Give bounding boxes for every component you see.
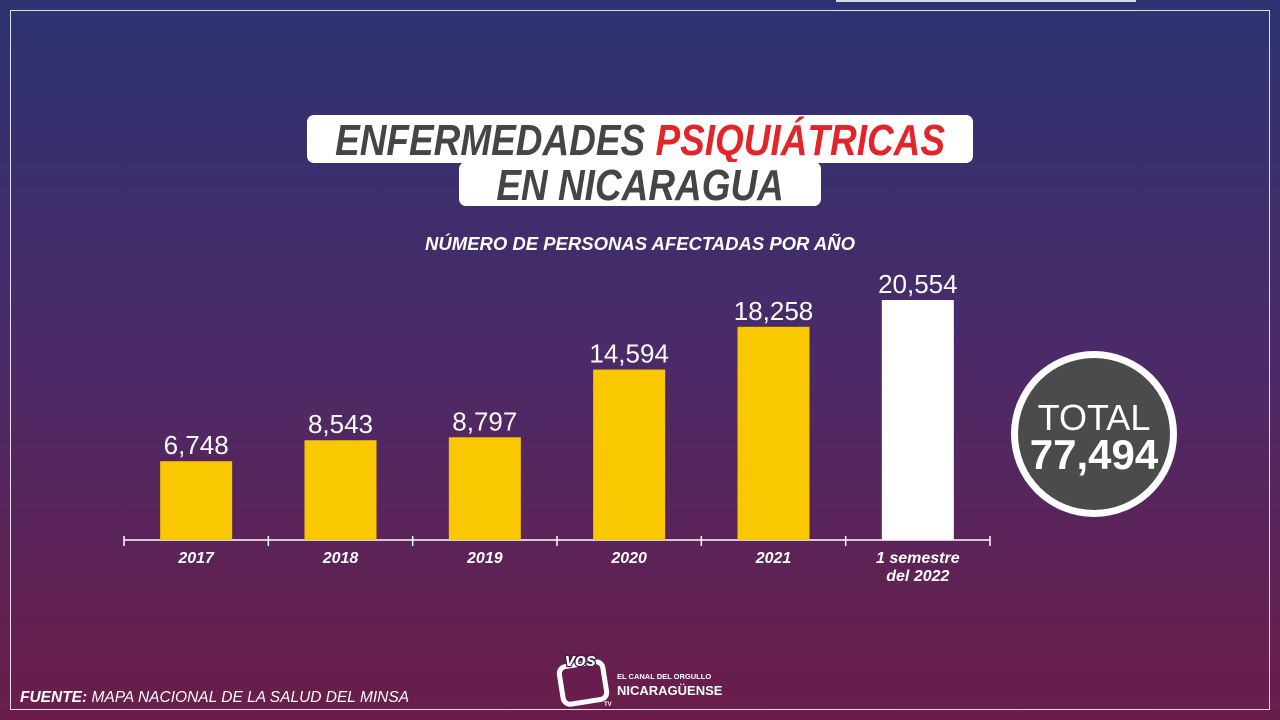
top-edge-strip	[836, 0, 1136, 2]
bar-2018	[304, 440, 377, 540]
source-label: FUENTE:	[20, 689, 88, 706]
total-badge: TOTAL 77,494	[1011, 351, 1177, 517]
title-box-line-1: ENFERMEDADES PSIQUIÁTRICAS	[307, 115, 973, 163]
category-label-2018: 2018	[322, 550, 359, 567]
value-label-2021: 18,258	[734, 296, 814, 326]
value-label-1-semestre-del-2022: 20,554	[878, 269, 958, 299]
value-label-2018: 8,543	[308, 409, 373, 439]
category-label-2017: 2017	[177, 550, 215, 567]
bar-2019	[448, 437, 521, 540]
page-frame	[10, 10, 1270, 710]
title-word-enfermedades: ENFERMEDADES	[335, 115, 646, 165]
bar-1-semestre-del-2022	[881, 300, 954, 540]
category-label-2021: 2021	[755, 550, 792, 567]
bar-2017	[160, 461, 233, 540]
logo-mark-text: vos	[565, 650, 596, 670]
source-note: FUENTE: MAPA NACIONAL DE LA SALUD DEL MI…	[20, 689, 409, 707]
title-box-line-2: EN NICARAGUA	[459, 160, 821, 210]
title-line-2: EN NICARAGUA	[496, 160, 784, 210]
value-label-2020: 14,594	[589, 339, 669, 369]
logo-tv-text: TV	[604, 702, 612, 708]
total-label: TOTAL	[1037, 397, 1151, 438]
tv-frame-icon	[556, 659, 610, 707]
vos-tv-logo-icon: vos TV	[556, 649, 612, 708]
title-line-1: ENFERMEDADES PSIQUIÁTRICAS	[335, 115, 945, 165]
logo-tagline-bottom: NICARAGÜENSE	[617, 683, 723, 698]
chart-subtitle: NÚMERO DE PERSONAS AFECTADAS POR AÑO	[425, 233, 855, 254]
source-text: MAPA NACIONAL DE LA SALUD DEL MINSA	[91, 689, 410, 706]
value-label-2019: 8,797	[452, 406, 517, 436]
total-value: 77,494	[1029, 431, 1159, 478]
logo-tagline-top: EL CANAL DEL ORGULLO	[617, 672, 712, 681]
value-label-2017: 6,748	[164, 430, 229, 460]
bar-chart: 6,748 2017 8,543 2018 8,797 2019 14,594 2020 18,…	[123, 269, 991, 585]
total-badge-circle	[1018, 358, 1170, 510]
category-label-1-semestre-del-2022: 1 semestre	[876, 550, 960, 567]
bar-2020	[593, 369, 666, 540]
category-label-2020: 2020	[610, 550, 647, 567]
title-word-psiquiatricas: PSIQUIÁTRICAS	[655, 115, 945, 165]
category-label-2019: 2019	[466, 550, 503, 567]
bar-2021	[737, 326, 810, 540]
category-label-1-semestre-del-2022: del 2022	[886, 568, 949, 585]
